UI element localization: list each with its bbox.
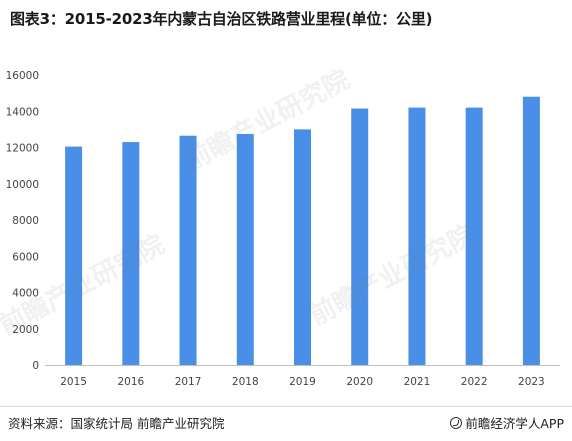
bar-2015	[65, 146, 83, 365]
x-tick-label: 2022	[461, 376, 488, 388]
bar-2022	[465, 107, 483, 365]
y-axis-ticks: 0 2000 4000 6000 8000 10000 12000 14000 16000	[6, 70, 39, 372]
bar-2023	[522, 96, 540, 365]
x-tick-label: 2019	[289, 376, 316, 388]
source-note: 资料来源：国家统计局 前瞻产业研究院	[8, 416, 225, 431]
x-tick-label: 2023	[518, 376, 545, 388]
y-tick-label: 10000	[6, 179, 39, 191]
footer-divider	[0, 406, 572, 407]
bar-2017	[179, 135, 197, 365]
y-tick-label: 14000	[6, 106, 39, 118]
y-tick-label: 2000	[12, 324, 39, 336]
y-tick-label: 8000	[12, 215, 39, 227]
bars	[65, 96, 540, 365]
y-tick-label: 4000	[12, 288, 39, 300]
bar-2020	[351, 108, 369, 365]
bar-2016	[122, 142, 140, 365]
x-tick-label: 2020	[346, 376, 373, 388]
brand-text: 前瞻经济学人APP	[465, 416, 564, 431]
y-tick-label: 12000	[6, 143, 39, 155]
brand-logo-icon	[450, 417, 463, 429]
bar-2018	[236, 133, 254, 365]
x-tick-label: 2017	[175, 376, 202, 388]
x-tick-label: 2016	[117, 376, 144, 388]
y-tick-label: 0	[32, 360, 39, 372]
chart-title: 图表3：2015-2023年内蒙古自治区铁路营业里程(单位：公里)	[10, 10, 433, 28]
bar-2019	[294, 129, 311, 365]
x-tick-label: 2018	[232, 376, 259, 388]
bar-2021	[408, 107, 426, 365]
y-tick-label: 6000	[12, 251, 39, 263]
y-tick-label: 16000	[6, 70, 39, 82]
x-axis-ticks: 2015 2016 2017 2018 2019 2020 2021 2022 2023	[60, 376, 545, 388]
brand-label: 前瞻经济学人APP	[450, 413, 564, 432]
x-tick-label: 2015	[60, 376, 87, 388]
x-tick-label: 2021	[404, 376, 431, 388]
